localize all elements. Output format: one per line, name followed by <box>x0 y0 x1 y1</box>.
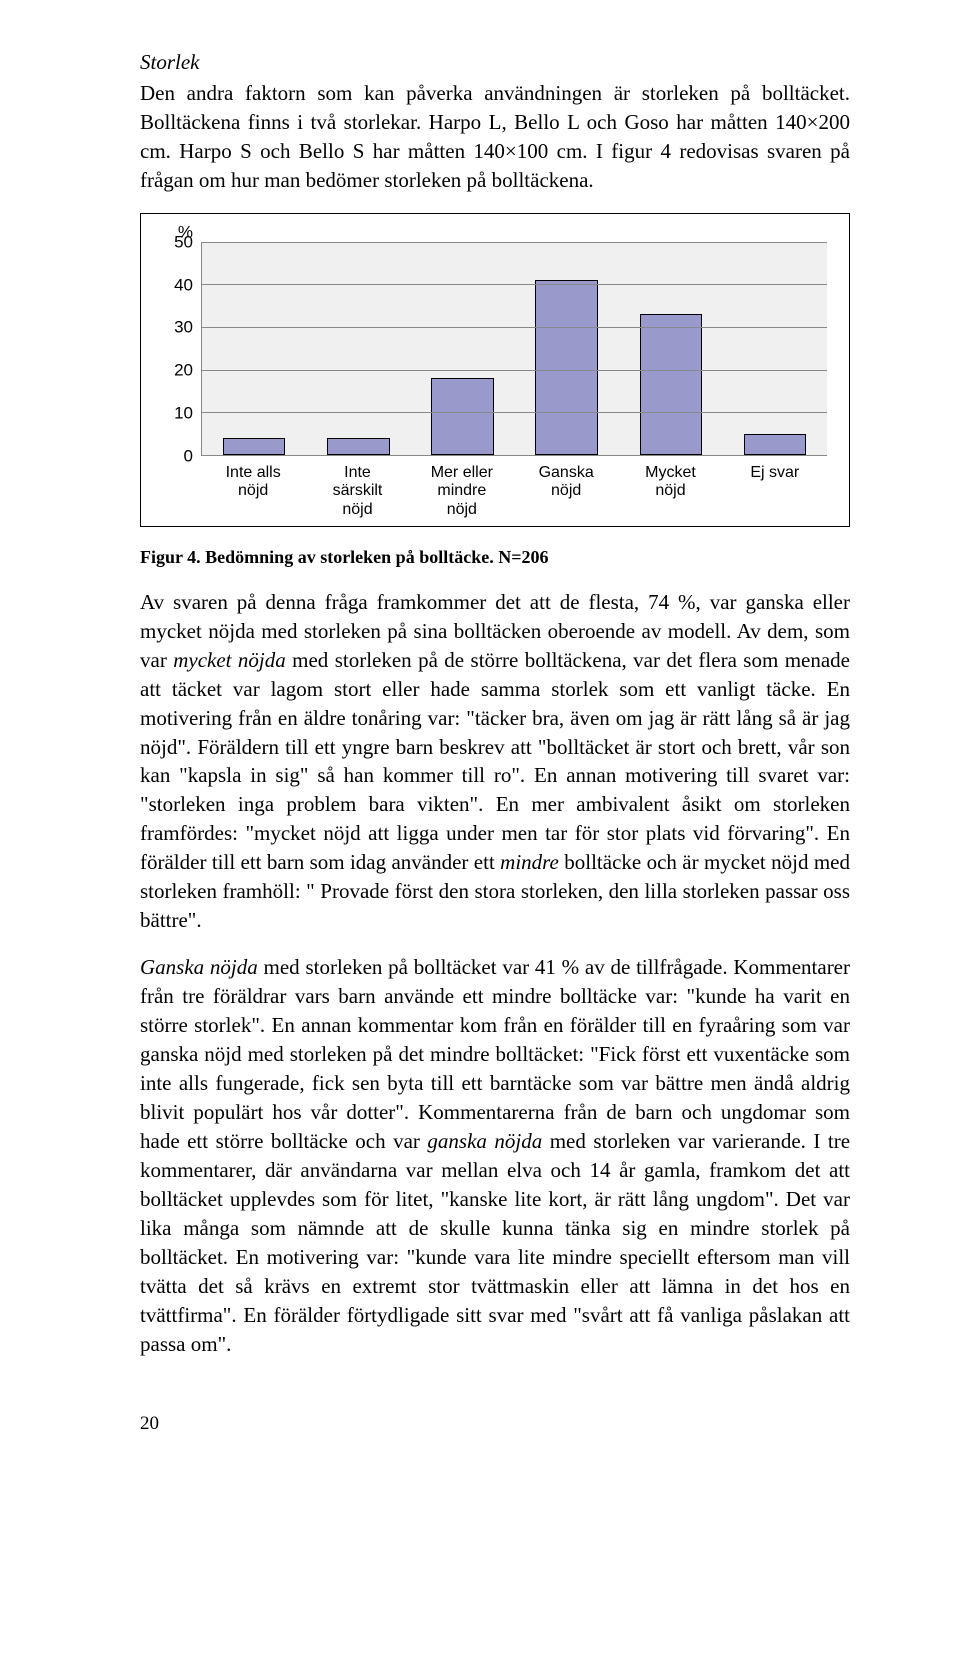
chart-x-label: Intesärskiltnöjd <box>305 460 409 512</box>
page-number: 20 <box>140 1411 850 1437</box>
bar-chart: %01020304050 Inte allsnöjdIntesärskiltnö… <box>140 213 850 527</box>
section-heading: Storlek <box>140 48 850 77</box>
chart-x-axis: Inte allsnöjdIntesärskiltnöjdMer ellermi… <box>201 460 827 512</box>
intro-paragraph: Den andra faktorn som kan påverka använd… <box>140 79 850 195</box>
chart-x-label: Inte allsnöjd <box>201 460 305 512</box>
chart-x-label: Ej svar <box>723 460 827 512</box>
chart-plot-area <box>201 242 827 456</box>
chart-bar <box>723 242 827 455</box>
chart-y-axis: %01020304050 <box>163 232 197 476</box>
body-paragraph-1: Av svaren på denna fråga framkommer det … <box>140 588 850 936</box>
chart-bar <box>202 242 306 455</box>
chart-bar <box>515 242 619 455</box>
chart-bar <box>619 242 723 455</box>
chart-caption: Figur 4. Bedömning av storleken på bollt… <box>140 545 850 570</box>
chart-x-label: Ganskanöjd <box>514 460 618 512</box>
chart-bar <box>410 242 514 455</box>
body-paragraph-2: Ganska nöjda med storleken på bolltäcket… <box>140 953 850 1359</box>
chart-x-label: Mycketnöjd <box>618 460 722 512</box>
chart-x-label: Mer ellermindrenöjd <box>410 460 514 512</box>
chart-bar <box>306 242 410 455</box>
